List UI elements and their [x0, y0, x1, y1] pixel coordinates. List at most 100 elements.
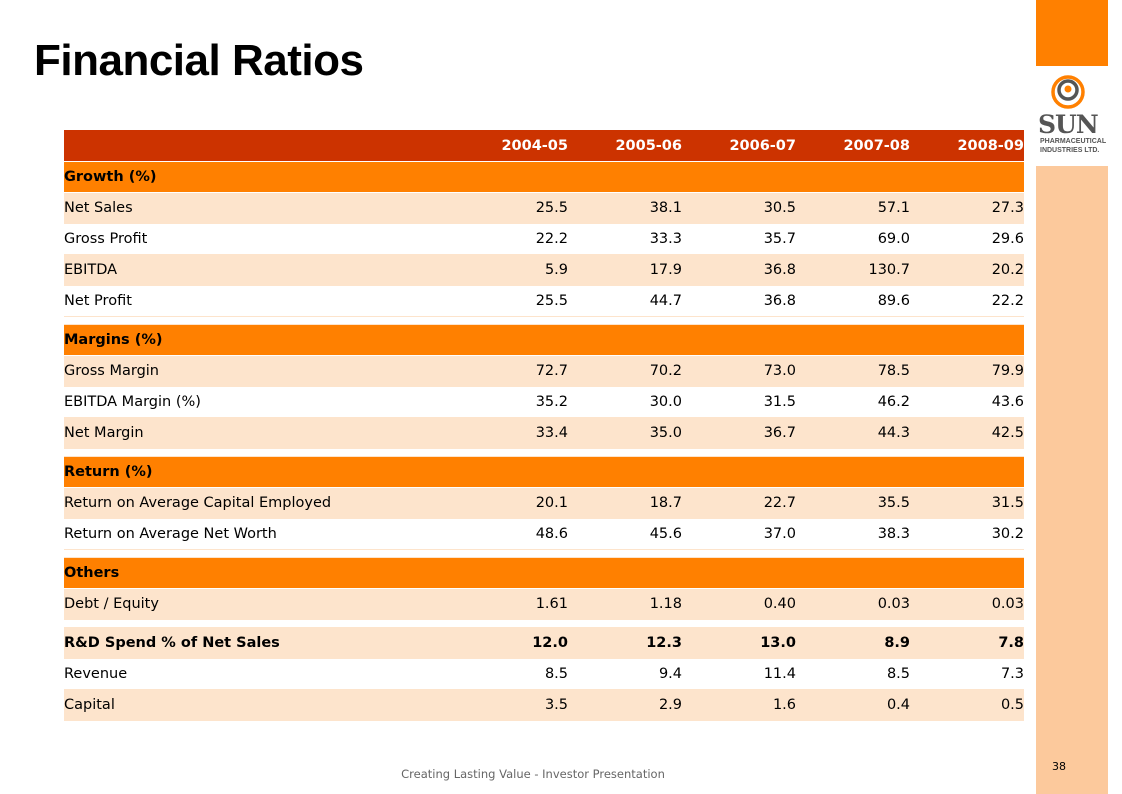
row-value — [910, 161, 1024, 193]
row-value: 25.5 — [454, 285, 568, 317]
table-row: Net Profit 25.5 44.7 36.8 89.6 22.2 — [64, 285, 1024, 317]
row-label: Growth (%) — [64, 161, 454, 193]
table-row: Gross Margin 72.7 70.2 73.0 78.5 79.9 — [64, 355, 1024, 387]
row-label: Return (%) — [64, 456, 454, 488]
row-value: 1.18 — [568, 588, 682, 620]
row-value: 8.5 — [454, 658, 568, 690]
rnd-spend-row: R&D Spend % of Net Sales 12.0 12.3 13.0 8.9 7… — [64, 627, 1024, 659]
row-value: 8.5 — [796, 658, 910, 690]
row-value: 1.6 — [682, 689, 796, 721]
row-value: 30.5 — [682, 192, 796, 224]
row-value — [796, 161, 910, 193]
logo-subtitle: PHARMACEUTICAL INDUSTRIES LTD. — [1040, 137, 1106, 155]
row-value: 7.3 — [910, 658, 1024, 690]
row-label: Net Profit — [64, 285, 454, 317]
table-row: EBITDA Margin (%) 35.2 30.0 31.5 46.2 43.6 — [64, 386, 1024, 418]
section-spacer — [64, 549, 1024, 558]
row-value: 89.6 — [796, 285, 910, 317]
row-label: Revenue — [64, 658, 454, 690]
row-value — [796, 557, 910, 589]
row-value: 22.7 — [682, 487, 796, 519]
row-label: Net Sales — [64, 192, 454, 224]
row-value: 73.0 — [682, 355, 796, 387]
footer-text: Creating Lasting Value - Investor Presen… — [401, 767, 665, 781]
row-value: 0.03 — [910, 588, 1024, 620]
row-label: Capital — [64, 689, 454, 721]
row-value — [682, 324, 796, 356]
page-number: 38 — [1052, 760, 1066, 773]
row-value — [682, 557, 796, 589]
row-value: 44.3 — [796, 417, 910, 449]
section-spacer — [64, 316, 1024, 325]
row-value: 42.5 — [910, 417, 1024, 449]
row-value: 38.1 — [568, 192, 682, 224]
table-row: Net Sales 25.5 38.1 30.5 57.1 27.3 — [64, 192, 1024, 224]
row-value: 22.2 — [910, 285, 1024, 317]
year-header: 2006-07 — [682, 130, 796, 162]
row-value: 43.6 — [910, 386, 1024, 418]
row-value: 69.0 — [796, 223, 910, 255]
row-value — [568, 456, 682, 488]
row-value: 36.7 — [682, 417, 796, 449]
row-value: 33.4 — [454, 417, 568, 449]
row-label: Others — [64, 557, 454, 589]
row-label: Gross Profit — [64, 223, 454, 255]
row-value — [454, 557, 568, 589]
row-label: Return on Average Capital Employed — [64, 487, 454, 519]
section-spacer — [64, 619, 1024, 628]
row-value: 1.61 — [454, 588, 568, 620]
year-header: 2005-06 — [568, 130, 682, 162]
row-value: 36.8 — [682, 285, 796, 317]
row-label: Return on Average Net Worth — [64, 518, 454, 550]
row-value: 35.5 — [796, 487, 910, 519]
row-value: 7.8 — [910, 627, 1024, 659]
row-value — [910, 557, 1024, 589]
table-row: Revenue 8.5 9.4 11.4 8.5 7.3 — [64, 658, 1024, 690]
company-logo: SUN PHARMACEUTICAL INDUSTRIES LTD. — [1034, 68, 1114, 164]
row-value: 9.4 — [568, 658, 682, 690]
row-label: Margins (%) — [64, 324, 454, 356]
sidebar-accent-top — [1036, 0, 1108, 66]
row-label: Gross Margin — [64, 355, 454, 387]
row-value: 78.5 — [796, 355, 910, 387]
row-label: EBITDA — [64, 254, 454, 286]
row-value — [910, 456, 1024, 488]
row-value: 20.2 — [910, 254, 1024, 286]
row-value: 5.9 — [454, 254, 568, 286]
row-value: 18.7 — [568, 487, 682, 519]
row-value — [454, 324, 568, 356]
row-value: 17.9 — [568, 254, 682, 286]
table-header-row: 2004-05 2005-06 2006-07 2007-08 2008-09 — [64, 130, 1024, 162]
table-row: Gross Profit 22.2 33.3 35.7 69.0 29.6 — [64, 223, 1024, 255]
row-value: 46.2 — [796, 386, 910, 418]
row-value: 2.9 — [568, 689, 682, 721]
row-label: Debt / Equity — [64, 588, 454, 620]
section-header-row: Margins (%) — [64, 324, 1024, 356]
row-value: 27.3 — [910, 192, 1024, 224]
logo-subtitle-line1: PHARMACEUTICAL — [1040, 138, 1107, 145]
spacer-cell — [64, 549, 1024, 558]
row-value: 3.5 — [454, 689, 568, 721]
row-value: 0.4 — [796, 689, 910, 721]
row-value: 12.0 — [454, 627, 568, 659]
row-value: 44.7 — [568, 285, 682, 317]
row-value: 37.0 — [682, 518, 796, 550]
row-value: 8.9 — [796, 627, 910, 659]
logo-subtitle-line2: INDUSTRIES LTD. — [1040, 147, 1100, 154]
row-value: 13.0 — [682, 627, 796, 659]
row-value: 57.1 — [796, 192, 910, 224]
row-value: 45.6 — [568, 518, 682, 550]
table-row: Capital 3.5 2.9 1.6 0.4 0.5 — [64, 689, 1024, 721]
row-value: 25.5 — [454, 192, 568, 224]
table-body: 2004-05 2005-06 2006-07 2007-08 2008-09 … — [64, 130, 1024, 721]
spacer-cell — [64, 316, 1024, 325]
row-value: 30.0 — [568, 386, 682, 418]
row-value — [454, 456, 568, 488]
row-value: 20.1 — [454, 487, 568, 519]
row-label: Net Margin — [64, 417, 454, 449]
row-value: 12.3 — [568, 627, 682, 659]
row-value — [796, 324, 910, 356]
row-value: 0.40 — [682, 588, 796, 620]
section-spacer — [64, 448, 1024, 457]
row-value — [682, 161, 796, 193]
